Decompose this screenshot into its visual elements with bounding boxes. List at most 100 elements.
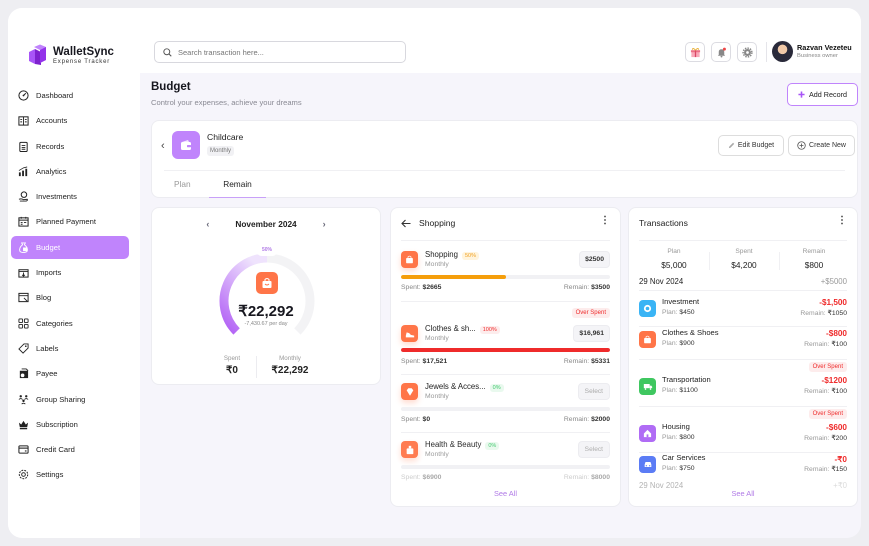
bar-chart-icon	[18, 166, 29, 177]
sidebar-item-label: Settings	[36, 470, 64, 480]
sidebar-item-subscription[interactable]: Subscription	[11, 413, 129, 436]
tag-icon	[18, 343, 29, 354]
plan-text: Plan: $1100	[662, 387, 698, 394]
budget-item[interactable]: Shopping 50% Monthly $2500 Spent: $2665 R…	[401, 250, 610, 298]
budget-item[interactable]: Clothes & sh... 100% Monthly $16,961 Spen…	[401, 324, 610, 372]
edit-budget-button[interactable]: Edit Budget	[718, 135, 784, 156]
crown-icon	[18, 419, 29, 430]
see-all-link[interactable]: See All	[731, 489, 755, 498]
spent-value: $4,200	[731, 260, 757, 270]
search-box[interactable]	[154, 41, 406, 63]
transaction-amount: -$1,500	[819, 298, 847, 307]
remain-text: Remain: ₹150	[804, 466, 847, 473]
percent-badge: 0%	[485, 442, 500, 450]
transaction-row[interactable]: Transportation Plan: $1100 -$1200 Remain…	[639, 374, 847, 402]
sidebar-item-records[interactable]: Records	[11, 135, 129, 158]
item-name: Clothes & sh... 100%	[425, 324, 500, 334]
over-spent-badge: Over Spent	[571, 308, 610, 318]
sidebar-item-payee[interactable]: Payee	[11, 362, 129, 385]
divider	[639, 406, 847, 407]
remain-text: Remain: ₹200	[804, 435, 847, 442]
budget-item[interactable]: Jewels & Acces... 0% Monthly Select Spent…	[401, 382, 610, 430]
period-badge: Monthly	[207, 146, 235, 156]
item-period: Monthly	[425, 451, 449, 458]
transaction-row[interactable]: Investment Plan: $450 -$1,500 Remain: ₹1…	[639, 296, 847, 324]
sidebar-item-analytics[interactable]: Analytics	[11, 160, 129, 183]
shopping-bag-icon	[256, 272, 278, 294]
sidebar-item-dashboard[interactable]: Dashboard	[11, 84, 129, 107]
budget-gauge-card: ‹ November 2024 › 50% ₹22,292 -7,430.67 …	[151, 207, 381, 385]
plan-value: $5,000	[661, 260, 687, 270]
more-menu-icon[interactable]: ⋮	[600, 215, 610, 226]
sidebar-item-label: Group Sharing	[36, 394, 86, 404]
sidebar-item-labels[interactable]: Labels	[11, 337, 129, 360]
item-period: Monthly	[425, 335, 449, 342]
avatar[interactable]	[772, 41, 793, 62]
card-title: Shopping	[419, 218, 456, 228]
spent-text: Spent: $2665	[401, 284, 442, 291]
card-title: Transactions	[639, 218, 688, 228]
over-spent-badge: Over Spent	[808, 362, 847, 372]
month-label: November 2024	[235, 219, 297, 229]
select-button[interactable]: Select	[577, 383, 610, 400]
gauge-amount: ₹22,292	[238, 303, 294, 320]
notifications-button[interactable]	[711, 42, 731, 62]
group-icon	[18, 394, 29, 405]
prev-month-chevron-icon[interactable]: ‹	[206, 219, 210, 229]
item-amount[interactable]: $2500	[579, 251, 610, 268]
divider	[766, 42, 767, 62]
sidebar-item-accounts[interactable]: Accounts	[11, 109, 129, 132]
transaction-row[interactable]: Housing Plan: $800 -$600 Remain: ₹200	[639, 421, 847, 449]
blog-icon	[18, 292, 29, 303]
transaction-name: Investment	[662, 297, 700, 306]
user-name: Razvan Vezeteu	[797, 43, 852, 52]
remain-text: Remain: $8000	[563, 474, 610, 481]
create-new-button[interactable]: Create New	[788, 135, 855, 156]
budget-item[interactable]: Health & Beauty 0% Monthly Select Spent: …	[401, 440, 610, 488]
divider	[401, 432, 610, 433]
sidebar-item-credit-card[interactable]: Credit Card	[11, 438, 129, 461]
next-month-chevron-icon[interactable]: ›	[322, 219, 326, 229]
sidebar-item-settings[interactable]: Settings	[11, 463, 129, 486]
sidebar-item-budget[interactable]: Budget	[11, 235, 129, 259]
divider	[639, 359, 847, 360]
transaction-row[interactable]: Clothes & Shoes Plan: $900 -$800 Remain:…	[639, 327, 847, 355]
sidebar-item-group-sharing[interactable]: Group Sharing	[11, 388, 129, 411]
app-frame: WalletSync Expense Tracker Dashboard Acc…	[8, 8, 861, 538]
see-all-link[interactable]: See All	[493, 489, 517, 498]
progress-bar	[401, 465, 610, 469]
sidebar-item-investments[interactable]: Investments	[11, 185, 129, 208]
transaction-name: Car Services	[662, 453, 706, 462]
remain-text: Remain: ₹100	[804, 341, 847, 348]
divider	[639, 326, 847, 327]
transaction-name: Clothes & Shoes	[662, 328, 719, 337]
back-arrow-icon[interactable]	[401, 219, 411, 228]
app-name: WalletSync	[53, 45, 114, 58]
sidebar-item-imports[interactable]: Imports	[11, 261, 129, 284]
gear-icon	[18, 469, 29, 480]
budget-header-card: ‹ Childcare Monthly Edit Budget Create N…	[151, 120, 858, 198]
transaction-row[interactable]: Car Services Plan: $750 -₹0 Remain: ₹150	[639, 452, 847, 480]
settings-button[interactable]	[737, 42, 757, 62]
sidebar-item-label: Investments	[36, 192, 77, 202]
progress-bar	[401, 407, 610, 411]
select-button[interactable]: Select	[577, 441, 610, 458]
wallet-icon	[172, 131, 200, 159]
logo[interactable]: WalletSync Expense Tracker	[26, 44, 114, 66]
remain-value: $800	[804, 260, 824, 270]
gift-icon	[690, 47, 700, 57]
tab-remain[interactable]: Remain	[209, 179, 266, 198]
add-record-button[interactable]: Add Record	[787, 83, 858, 106]
item-amount[interactable]: $16,961	[573, 325, 610, 342]
transaction-amount: -$800	[826, 329, 847, 338]
sidebar-item-planned-payment[interactable]: Planned Payment	[11, 210, 129, 233]
tab-plan[interactable]: Plan	[174, 179, 191, 189]
app-tagline: Expense Tracker	[53, 58, 111, 65]
gift-button[interactable]	[685, 42, 705, 62]
plan-text: Plan: $800	[662, 434, 695, 441]
back-chevron-icon[interactable]: ‹	[161, 140, 165, 152]
more-menu-icon[interactable]: ⋮	[837, 215, 847, 226]
sidebar-item-blog[interactable]: Blog	[11, 286, 129, 309]
search-input[interactable]	[178, 47, 378, 57]
sidebar-item-categories[interactable]: Categories	[11, 312, 129, 335]
